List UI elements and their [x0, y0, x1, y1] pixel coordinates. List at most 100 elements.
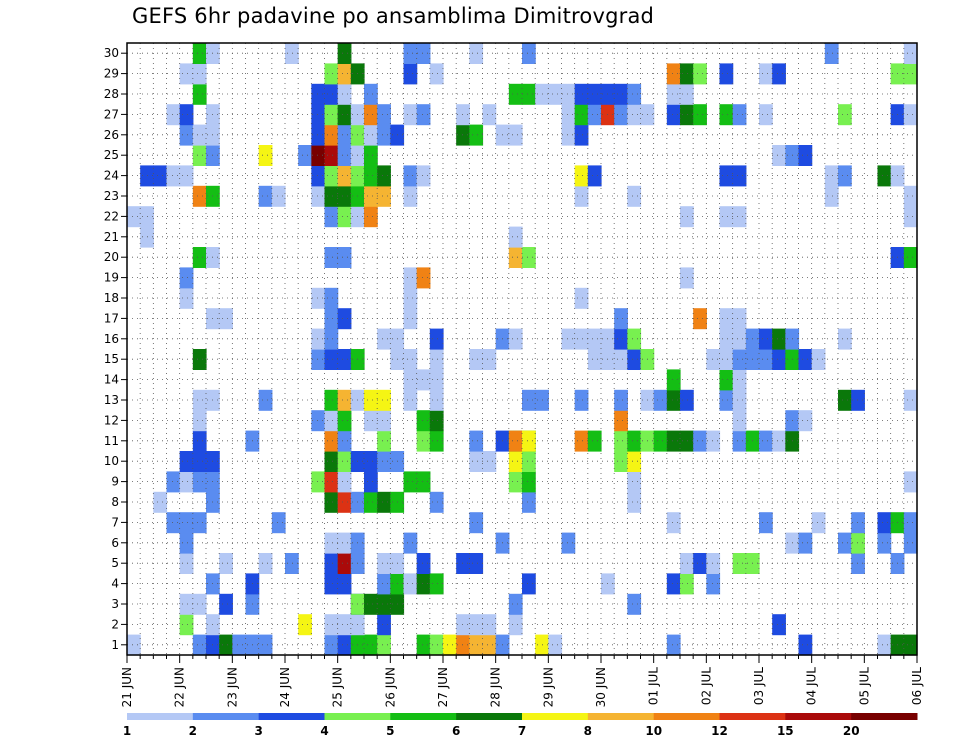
- heatmap-cell: [403, 104, 418, 126]
- heatmap-cell: [311, 471, 326, 493]
- heatmap-cell: [614, 308, 628, 330]
- heatmap-cell: [798, 410, 813, 432]
- heatmap-cell: [377, 430, 391, 452]
- heatmap-cell: [337, 614, 352, 636]
- heatmap-cell: [666, 369, 681, 391]
- heatmap-cell: [179, 451, 194, 472]
- heatmap-cell: [324, 573, 339, 595]
- colorbar-label: 5: [386, 724, 394, 738]
- x-tick-label: 27 JUN: [436, 667, 450, 707]
- heatmap-cell: [258, 185, 273, 207]
- heatmap-cell: [877, 634, 892, 656]
- y-tick-label: 2: [111, 617, 119, 631]
- heatmap-cell: [482, 614, 497, 636]
- heatmap-cell: [574, 104, 589, 126]
- heatmap-cell: [324, 430, 339, 452]
- heatmap-cell: [179, 287, 194, 309]
- heatmap-cell: [811, 349, 826, 370]
- heatmap-cell: [416, 573, 431, 595]
- heatmap-cell: [666, 573, 681, 595]
- heatmap-cell: [377, 328, 391, 350]
- y-tick-label: 5: [111, 556, 119, 570]
- heatmap-cell: [759, 328, 773, 350]
- heatmap-cell: [166, 165, 181, 187]
- heatmap-cell: [561, 124, 576, 146]
- heatmap-cell: [192, 389, 207, 411]
- heatmap-cell: [574, 430, 589, 452]
- heatmap-cell: [574, 185, 589, 207]
- heatmap-cell: [311, 104, 326, 126]
- heatmap-cell: [508, 430, 523, 452]
- heatmap-cell: [719, 389, 734, 411]
- heatmap-cell: [285, 553, 299, 574]
- heatmap-cell: [192, 451, 207, 472]
- heatmap-cell: [522, 43, 536, 64]
- heatmap-cell: [732, 369, 747, 391]
- heatmap-cell: [706, 573, 721, 595]
- y-tick-label: 29: [104, 67, 119, 81]
- heatmap-cell: [903, 634, 918, 656]
- heatmap-cell: [337, 165, 352, 187]
- heatmap-cell: [508, 328, 523, 350]
- colorbar-label: 1: [123, 724, 131, 738]
- heatmap-cell: [561, 328, 576, 350]
- heatmap-cell: [364, 491, 378, 513]
- heatmap-cell: [285, 43, 299, 64]
- heatmap-cell: [759, 349, 773, 370]
- heatmap-cell: [311, 349, 326, 370]
- heatmap-cell: [680, 573, 694, 595]
- heatmap-cell: [403, 43, 418, 64]
- heatmap-cell: [732, 410, 747, 432]
- heatmap-cell: [377, 614, 391, 636]
- heatmap-cell: [443, 634, 457, 656]
- heatmap-cell: [377, 165, 391, 187]
- heatmap-cell: [192, 43, 207, 64]
- heatmap-cell: [337, 83, 352, 105]
- heatmap-cell: [732, 553, 747, 574]
- y-tick-label: 21: [104, 230, 119, 244]
- heatmap-cell: [851, 512, 865, 534]
- heatmap-cell: [798, 145, 813, 166]
- heatmap-cell: [179, 104, 194, 126]
- heatmap-cell: [127, 634, 141, 656]
- heatmap-cell: [377, 491, 391, 513]
- heatmap-cell: [324, 63, 339, 85]
- heatmap-cell: [337, 104, 352, 126]
- heatmap-cell: [192, 349, 207, 370]
- heatmap-cell: [364, 389, 378, 411]
- heatmap-cell: [759, 512, 773, 534]
- heatmap-cell: [324, 471, 339, 493]
- heatmap-cell: [337, 206, 352, 228]
- heatmap-cell: [364, 104, 378, 126]
- heatmap-cell: [179, 165, 194, 187]
- heatmap-cell: [587, 328, 602, 350]
- heatmap-cell: [429, 410, 444, 432]
- y-tick-label: 12: [104, 413, 119, 427]
- heatmap-cell: [732, 206, 747, 228]
- heatmap-cell: [719, 328, 734, 350]
- heatmap-cell: [364, 185, 378, 207]
- heatmap-cell: [364, 471, 378, 493]
- heatmap-cell: [719, 206, 734, 228]
- heatmap-cell: [666, 63, 681, 85]
- heatmap-cell: [364, 451, 378, 472]
- heatmap-cell: [627, 328, 642, 350]
- heatmap-cell: [324, 553, 339, 574]
- heatmap-cell: [337, 451, 352, 472]
- heatmap-cell: [364, 165, 378, 187]
- heatmap-cell: [706, 553, 721, 574]
- heatmap-cell: [522, 247, 536, 268]
- heatmap-cell: [759, 63, 773, 85]
- heatmap-cell: [482, 451, 497, 472]
- heatmap-cell: [403, 287, 418, 309]
- x-tick-label: 05 JUL: [857, 667, 871, 705]
- heatmap-cell: [587, 349, 602, 370]
- heatmap-cell: [574, 124, 589, 146]
- y-tick-label: 11: [104, 434, 119, 448]
- heatmap-cell: [324, 491, 339, 513]
- heatmap-cell: [456, 553, 470, 574]
- heatmap-cell: [614, 104, 628, 126]
- heatmap-cell: [324, 206, 339, 228]
- heatmap-cell: [192, 410, 207, 432]
